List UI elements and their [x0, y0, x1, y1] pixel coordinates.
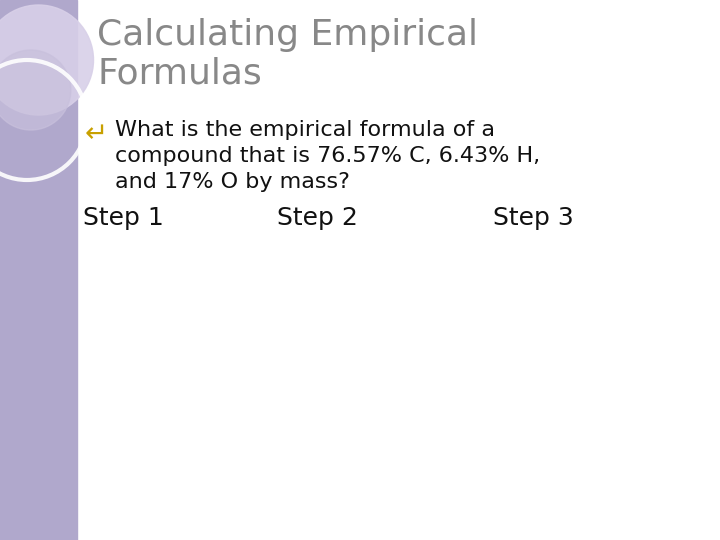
Text: Formulas: Formulas: [97, 56, 262, 90]
Circle shape: [0, 5, 94, 115]
Text: ↵: ↵: [85, 120, 108, 148]
Text: What is the empirical formula of a: What is the empirical formula of a: [115, 120, 495, 140]
Text: and 17% O by mass?: and 17% O by mass?: [115, 172, 350, 192]
Text: Step 2: Step 2: [277, 206, 358, 230]
Circle shape: [0, 50, 71, 130]
Text: compound that is 76.57% C, 6.43% H,: compound that is 76.57% C, 6.43% H,: [115, 146, 540, 166]
Text: Calculating Empirical: Calculating Empirical: [97, 18, 478, 52]
Text: Step 3: Step 3: [493, 206, 574, 230]
Bar: [0, 0, 77, 540]
Text: Step 1: Step 1: [83, 206, 163, 230]
